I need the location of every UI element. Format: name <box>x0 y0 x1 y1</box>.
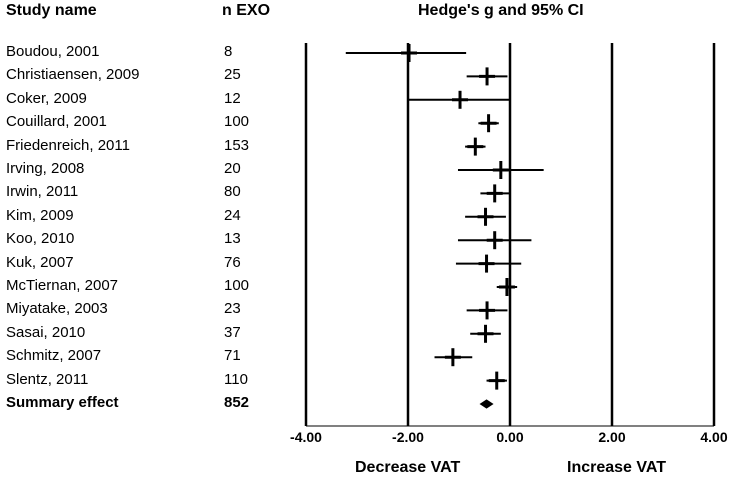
study-name: Sasai, 2010 <box>6 323 86 341</box>
study-name: Couillard, 2001 <box>6 113 107 131</box>
study-name: Kim, 2009 <box>6 206 74 224</box>
tick-label: 4.00 <box>700 429 727 445</box>
decrease-vat-label: Decrease VAT <box>355 459 461 476</box>
study-n: 100 <box>224 113 250 131</box>
n-exo-header: n EXO <box>222 2 271 19</box>
study-name: Boudou, 2001 <box>6 43 100 60</box>
study-name-header: Study name <box>6 2 97 19</box>
study-n: 13 <box>224 230 241 248</box>
study-name: Schmitz, 2007 <box>6 347 102 365</box>
summary-name: Summary effect <box>6 394 119 411</box>
study-n: 24 <box>224 206 241 224</box>
study-n: 80 <box>224 183 241 201</box>
study-n: 25 <box>224 66 241 84</box>
study-n: 110 <box>224 370 248 388</box>
increase-vat-label: Increase VAT <box>567 459 667 476</box>
summary-diamond <box>479 399 494 409</box>
study-name: Irwin, 2011 <box>6 183 79 201</box>
study-name: Christiaensen, 2009 <box>6 66 140 84</box>
tick-label: 0.00 <box>496 429 523 445</box>
study-name: Slentz, 2011 <box>6 370 89 388</box>
study-n: 100 <box>224 277 250 294</box>
study-n: 12 <box>224 89 241 107</box>
plot-title: Hedge's g and 95% CI <box>418 2 584 19</box>
study-name: Friedenreich, 2011 <box>6 136 130 154</box>
tick-label: -2.00 <box>392 429 424 445</box>
study-n: 37 <box>224 323 241 341</box>
study-name: Coker, 2009 <box>6 89 87 107</box>
study-n: 71 <box>224 347 241 365</box>
study-name: McTiernan, 2007 <box>6 277 119 294</box>
study-n: 8 <box>224 43 233 60</box>
study-name: Kuk, 2007 <box>6 253 74 271</box>
study-n: 153 <box>224 136 250 154</box>
summary-n: 852 <box>224 394 250 411</box>
study-name: Koo, 2010 <box>6 230 75 248</box>
tick-label: 2.00 <box>598 429 625 445</box>
study-name: Miyatake, 2003 <box>6 300 108 318</box>
study-n: 23 <box>224 300 241 318</box>
study-n: 76 <box>224 253 241 271</box>
tick-label: -4.00 <box>290 429 322 445</box>
study-n: 20 <box>224 160 241 177</box>
study-name: Irving, 2008 <box>6 160 85 177</box>
